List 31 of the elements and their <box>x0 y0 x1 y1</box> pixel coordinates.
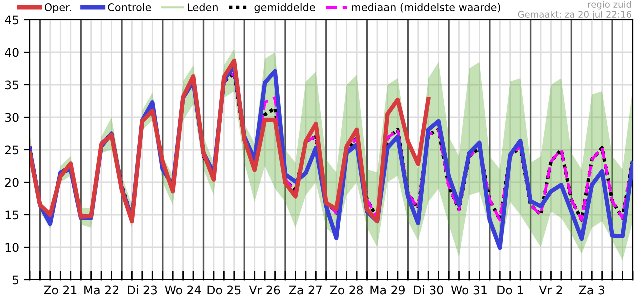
x-tick-label: Di 23 <box>128 286 158 295</box>
y-tick-label: 5 <box>12 276 19 285</box>
legend-label: mediaan (middelste waarde) <box>352 3 500 13</box>
x-tick-label: Ma 22 <box>84 286 118 295</box>
x-tick-label: Za 27 <box>289 286 322 295</box>
x-tick-label: Do 1 <box>498 286 524 295</box>
text: Gemaakt: za 20 jul 22:16 <box>518 11 632 20</box>
y-tick-label: 30 <box>5 113 19 122</box>
legend-label: Leden <box>188 3 218 12</box>
y-tick-label: 35 <box>5 80 19 90</box>
y-tick-label: 40 <box>5 48 19 58</box>
legend-label: Controle <box>108 3 152 12</box>
line-series <box>30 58 431 224</box>
x-tick-label: Wo 24 <box>165 286 202 295</box>
y-tick-label: 45 <box>5 16 19 25</box>
x-tick-label: Vr 26 <box>249 286 280 295</box>
y-tick-label: 15 <box>6 210 19 220</box>
legend-label: Oper. <box>44 4 72 14</box>
x-tick-label: Wo 31 <box>451 286 487 295</box>
y-tick-label: 25 <box>5 146 19 155</box>
x-tick-label: Ma 29 <box>370 286 405 295</box>
y-tick-label: 20 <box>5 178 19 188</box>
x-tick-label: Za 3 <box>579 286 604 295</box>
x-tick-label: Di 30 <box>414 286 444 295</box>
x-tick-label: Zo 28 <box>330 286 364 295</box>
x-tick-label: Vr 2 <box>539 286 562 295</box>
y-tick-label: 10 <box>6 243 19 252</box>
legend-label: gemiddelde <box>254 3 316 14</box>
text: regio zuid <box>588 1 632 10</box>
x-tick-label: Do 25 <box>208 286 241 295</box>
x-tick-label: Zo 21 <box>44 286 77 295</box>
